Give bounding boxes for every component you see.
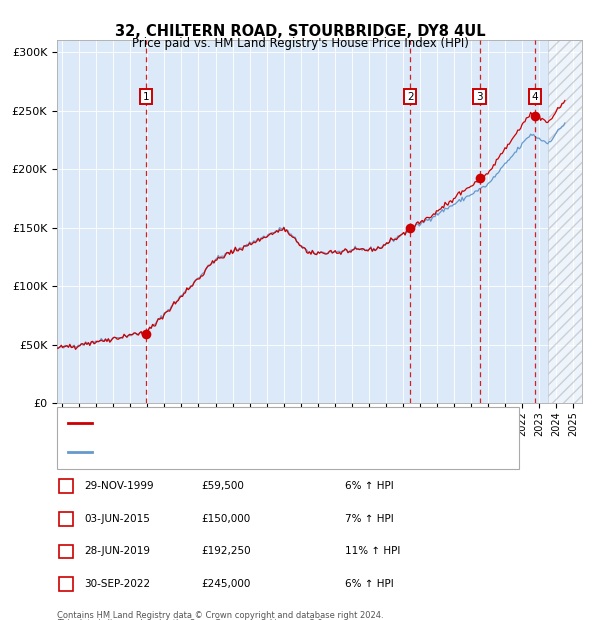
Text: £150,000: £150,000: [201, 514, 250, 524]
Text: 3: 3: [476, 92, 483, 102]
Text: 03-JUN-2015: 03-JUN-2015: [84, 514, 150, 524]
Text: 2: 2: [407, 92, 413, 102]
Text: 3: 3: [62, 546, 70, 556]
Text: Price paid vs. HM Land Registry's House Price Index (HPI): Price paid vs. HM Land Registry's House …: [131, 37, 469, 50]
Text: 4: 4: [62, 579, 70, 589]
Text: 1: 1: [62, 481, 70, 491]
Text: 2: 2: [62, 514, 70, 524]
Text: £192,250: £192,250: [201, 546, 251, 556]
Text: 4: 4: [532, 92, 538, 102]
Text: 32, CHILTERN ROAD, STOURBRIDGE, DY8 4UL: 32, CHILTERN ROAD, STOURBRIDGE, DY8 4UL: [115, 24, 485, 38]
Text: 28-JUN-2019: 28-JUN-2019: [84, 546, 150, 556]
Text: £59,500: £59,500: [201, 481, 244, 491]
Text: 11% ↑ HPI: 11% ↑ HPI: [345, 546, 400, 556]
Text: 6% ↑ HPI: 6% ↑ HPI: [345, 579, 394, 589]
Text: 29-NOV-1999: 29-NOV-1999: [84, 481, 154, 491]
Text: Contains HM Land Registry data © Crown copyright and database right 2024.: Contains HM Land Registry data © Crown c…: [57, 611, 383, 620]
Text: This data is licensed under the Open Government Licence v3.0.: This data is licensed under the Open Gov…: [57, 619, 325, 620]
Text: 1: 1: [142, 92, 149, 102]
Text: HPI: Average price, semi-detached house, Dudley: HPI: Average price, semi-detached house,…: [97, 448, 355, 458]
Text: 7% ↑ HPI: 7% ↑ HPI: [345, 514, 394, 524]
Text: 6% ↑ HPI: 6% ↑ HPI: [345, 481, 394, 491]
Text: £245,000: £245,000: [201, 579, 250, 589]
Bar: [548, 40, 582, 404]
Text: 30-SEP-2022: 30-SEP-2022: [84, 579, 150, 589]
Text: 32, CHILTERN ROAD, STOURBRIDGE, DY8 4UL (semi-detached house): 32, CHILTERN ROAD, STOURBRIDGE, DY8 4UL …: [97, 418, 456, 428]
